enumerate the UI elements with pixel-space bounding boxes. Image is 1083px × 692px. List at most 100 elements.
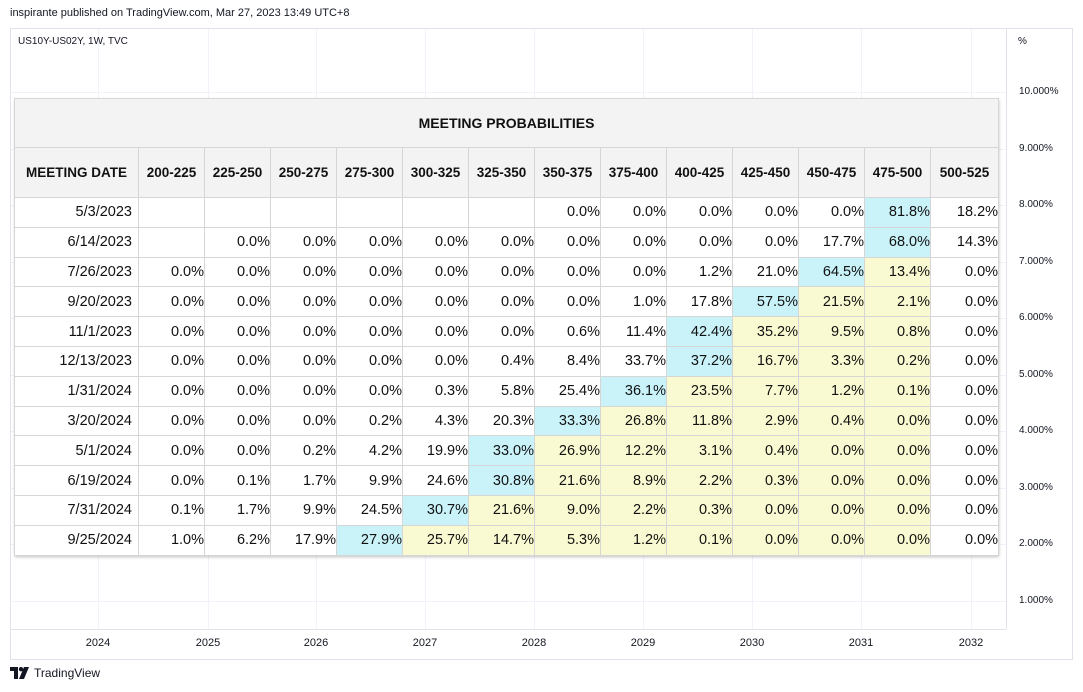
- table-row: 3/20/2024 0.0% 0.0% 0.0% 0.2% 4.3% 20.3% 33.3% 2…: [14, 405, 1000, 437]
- column-header-rate-range: 325-350: [468, 147, 535, 198]
- probability-cell: 0.0%: [798, 524, 865, 556]
- probability-cell: 0.0%: [138, 405, 205, 437]
- tradingview-logo[interactable]: TradingView: [10, 666, 100, 680]
- probability-cell: 0.1%: [864, 375, 931, 407]
- meeting-probabilities-table: MEETING PROBABILITIES MEETING DATE 200-2…: [13, 98, 1000, 556]
- probability-cell: 0.0%: [270, 316, 337, 347]
- probability-cell: 0.0%: [534, 286, 601, 318]
- meeting-date-cell: 9/25/2024: [14, 524, 139, 556]
- meeting-date-cell: 9/20/2023: [14, 286, 139, 318]
- probability-cell: 1.0%: [138, 524, 205, 556]
- table-row: 11/1/2023 0.0% 0.0% 0.0% 0.0% 0.0% 0.0% 0.6% 11.…: [14, 316, 1000, 347]
- probability-cell: 0.0%: [798, 465, 865, 496]
- probability-cell: 8.9%: [600, 465, 667, 496]
- column-header-rate-range: 225-250: [204, 147, 271, 198]
- price-axis[interactable]: 10.000% 9.000% 8.000% 7.000% 6.000% 5.00…: [1006, 29, 1073, 629]
- column-header-rate-range: 400-425: [666, 147, 733, 198]
- meeting-date-cell: 1/31/2024: [14, 375, 139, 407]
- y-tick-label: 2.000%: [1019, 538, 1053, 549]
- probability-cell: [204, 197, 271, 228]
- meeting-date-cell: 5/1/2024: [14, 435, 139, 467]
- probability-cell: 0.0%: [468, 226, 535, 258]
- y-tick-label: 7.000%: [1019, 256, 1053, 267]
- probability-cell: 8.4%: [534, 345, 601, 377]
- meeting-date-cell: 7/31/2024: [14, 494, 139, 526]
- table-row: 9/20/2023 0.0% 0.0% 0.0% 0.0% 0.0% 0.0% 0.0% 1.0…: [14, 286, 1000, 318]
- probability-cell: 0.1%: [138, 494, 205, 526]
- probability-cell: 0.0%: [402, 256, 469, 288]
- probability-cell: 0.0%: [336, 316, 403, 347]
- table-row: 6/14/2023 0.0% 0.0% 0.0% 0.0% 0.0% 0.0% 0.0% 0.0…: [14, 226, 1000, 258]
- tradingview-logo-text: TradingView: [34, 666, 101, 680]
- probability-cell: 0.0%: [468, 286, 535, 318]
- x-tick-label: 2030: [739, 637, 765, 649]
- probability-cell: 0.0%: [864, 494, 931, 526]
- probability-cell: 0.0%: [270, 256, 337, 288]
- probability-cell: 0.0%: [732, 197, 799, 228]
- probability-cell: 26.9%: [534, 435, 601, 467]
- probability-cell: 0.0%: [929, 435, 1000, 467]
- probability-cell: 2.2%: [600, 494, 667, 526]
- probability-cell: 21.0%: [732, 256, 799, 288]
- probability-cell: 0.0%: [402, 286, 469, 318]
- probability-cell: 0.0%: [929, 375, 1000, 407]
- meeting-date-cell: 11/1/2023: [14, 316, 139, 347]
- probability-cell: 35.2%: [732, 316, 799, 347]
- probability-cell: 3.1%: [666, 435, 733, 467]
- y-tick-label: 4.000%: [1019, 425, 1053, 436]
- probability-cell: 1.7%: [204, 494, 271, 526]
- column-header-meeting-date: MEETING DATE: [14, 147, 139, 198]
- probability-cell: 33.0%: [468, 435, 535, 467]
- probability-cell: 0.0%: [864, 524, 931, 556]
- probability-cell: 81.8%: [864, 197, 931, 228]
- y-tick-label: 1.000%: [1019, 595, 1053, 606]
- chart-frame: [10, 28, 1073, 660]
- probability-cell: 19.9%: [402, 435, 469, 467]
- probability-cell: 2.1%: [864, 286, 931, 318]
- probability-cell: 17.8%: [666, 286, 733, 318]
- probability-cell: 4.2%: [336, 435, 403, 467]
- probability-cell: 5.8%: [468, 375, 535, 407]
- probability-cell: 0.0%: [468, 316, 535, 347]
- probability-cell: 7.7%: [732, 375, 799, 407]
- probability-cell: 1.7%: [270, 465, 337, 496]
- meeting-date-cell: 7/26/2023: [14, 256, 139, 288]
- probability-cell: 0.0%: [204, 375, 271, 407]
- y-tick-label: 10.000%: [1019, 86, 1059, 97]
- probability-cell: 9.0%: [534, 494, 601, 526]
- probability-cell: 0.0%: [270, 405, 337, 437]
- symbol-legend[interactable]: US10Y-US02Y, 1W, TVC: [18, 36, 128, 47]
- probability-cell: 0.0%: [929, 316, 1000, 347]
- y-tick-label: 8.000%: [1019, 199, 1053, 210]
- probability-cell: 0.2%: [864, 345, 931, 377]
- probability-cell: 21.5%: [798, 286, 865, 318]
- probability-cell: 0.8%: [864, 316, 931, 347]
- table-row: 5/3/2023 0.0% 0.0% 0.0% 0.0% 0.0% 81.8% 18.2%: [14, 197, 1000, 228]
- probability-cell: 6.2%: [204, 524, 271, 556]
- probability-cell: 0.0%: [534, 197, 601, 228]
- column-header-rate-range: 275-300: [336, 147, 403, 198]
- table-row: 7/31/2024 0.1% 1.7% 9.9% 24.5% 30.7% 21.6% 9.0%…: [14, 494, 1000, 526]
- probability-cell: 0.4%: [468, 345, 535, 377]
- probability-cell: 1.2%: [798, 375, 865, 407]
- table-row: 9/25/2024 1.0% 6.2% 17.9% 27.9% 25.7% 14.7% 5.3…: [14, 524, 1000, 556]
- table-row: 12/13/2023 0.0% 0.0% 0.0% 0.0% 0.0% 0.4% 8.4% 33…: [14, 345, 1000, 377]
- meeting-date-cell: 5/3/2023: [14, 197, 139, 228]
- column-header-rate-range: 375-400: [600, 147, 667, 198]
- probability-cell: 37.2%: [666, 345, 733, 377]
- time-axis[interactable]: 2024 2025 2026 2027 2028 2029 2030 2031 …: [11, 629, 1006, 660]
- table-title: MEETING PROBABILITIES: [13, 98, 1000, 148]
- probability-cell: 0.1%: [204, 465, 271, 496]
- probability-cell: 64.5%: [798, 256, 865, 288]
- probability-cell: 0.0%: [336, 256, 403, 288]
- probability-cell: 36.1%: [600, 375, 667, 407]
- probability-cell: 24.5%: [336, 494, 403, 526]
- published-by-text: inspirante published on TradingView.com,…: [10, 7, 350, 19]
- probability-cell: 21.6%: [534, 465, 601, 496]
- probability-cell: 3.3%: [798, 345, 865, 377]
- x-tick-label: 2029: [630, 637, 656, 649]
- probability-cell: 0.2%: [336, 405, 403, 437]
- probability-cell: 0.0%: [402, 345, 469, 377]
- probability-cell: 21.6%: [468, 494, 535, 526]
- probability-cell: 42.4%: [666, 316, 733, 347]
